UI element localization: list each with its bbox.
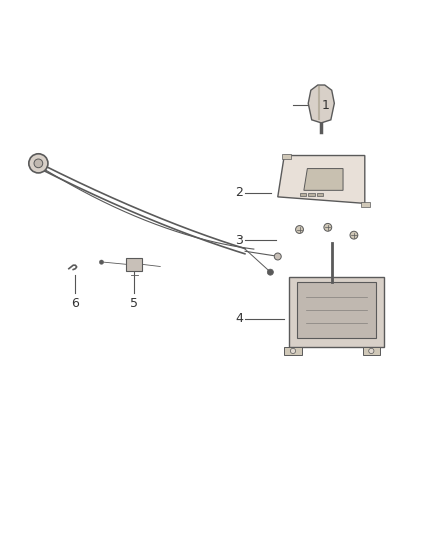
Circle shape (290, 349, 296, 353)
Text: 2: 2 (235, 186, 243, 199)
Polygon shape (308, 85, 334, 123)
Circle shape (99, 260, 104, 264)
Bar (284, 347, 302, 355)
Polygon shape (297, 282, 376, 338)
Polygon shape (278, 156, 365, 204)
Bar (308, 193, 315, 196)
Bar (126, 258, 142, 271)
Circle shape (324, 223, 332, 231)
Circle shape (350, 231, 358, 239)
Circle shape (274, 253, 281, 260)
Polygon shape (289, 277, 385, 347)
Text: 5: 5 (130, 297, 138, 310)
Text: 1: 1 (321, 99, 329, 112)
Text: 6: 6 (71, 297, 79, 310)
Bar (363, 347, 380, 355)
Bar (317, 193, 323, 196)
Text: 3: 3 (235, 234, 243, 247)
Circle shape (296, 225, 304, 233)
Bar (361, 201, 370, 207)
Bar (282, 154, 291, 159)
Text: 4: 4 (235, 312, 243, 325)
Circle shape (29, 154, 48, 173)
Polygon shape (304, 168, 343, 190)
Circle shape (34, 159, 43, 168)
Circle shape (267, 269, 273, 275)
Circle shape (369, 349, 374, 353)
Bar (300, 193, 306, 196)
